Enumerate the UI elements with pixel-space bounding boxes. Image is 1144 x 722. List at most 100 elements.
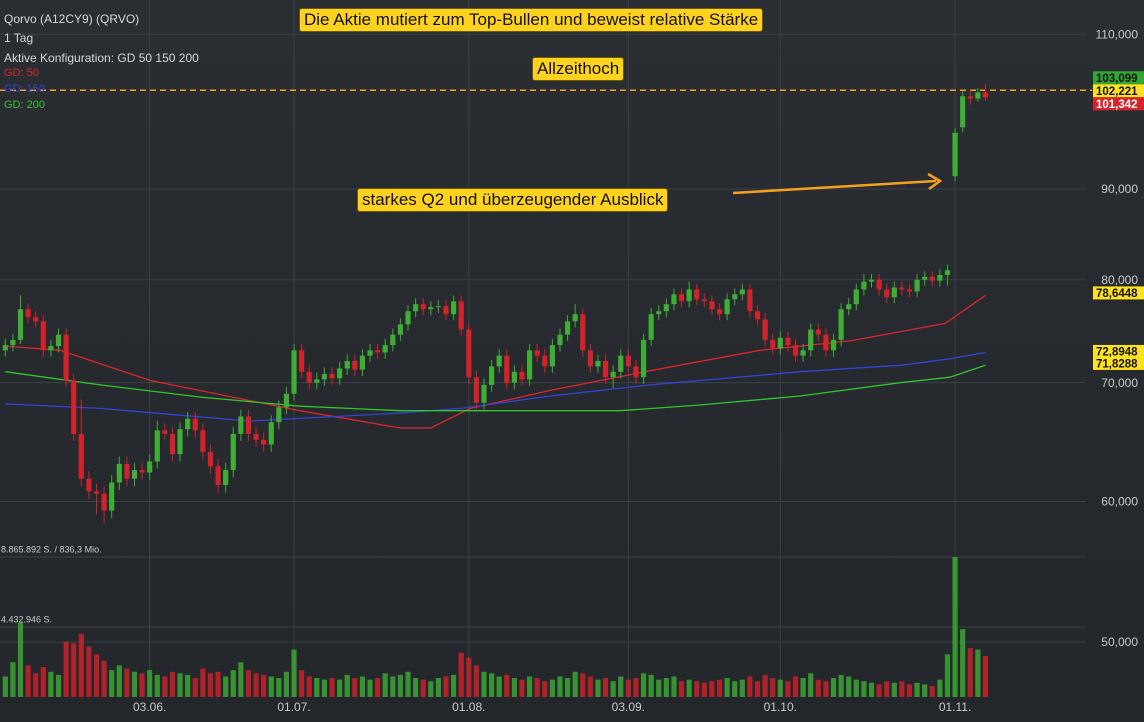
candle-body (504, 355, 510, 383)
volume-bar (534, 678, 540, 697)
y-tick-label: 90,000 (1101, 182, 1138, 196)
candle-body (283, 393, 290, 408)
candle-body (116, 463, 122, 483)
candle-body (815, 329, 821, 335)
legend-entry: GD: 150 (4, 83, 45, 95)
candle-body (716, 309, 723, 315)
candle-body (337, 368, 343, 379)
value-tag-label: 102,221 (1096, 86, 1138, 98)
volume-bar (967, 648, 973, 697)
volume-bar (78, 633, 84, 697)
candle-body (564, 321, 571, 335)
candle-body (78, 433, 84, 479)
volume-bar (663, 678, 669, 697)
volume-bar (800, 678, 806, 697)
candle-body (899, 287, 905, 290)
candle-body (572, 314, 578, 322)
volume-bar (101, 660, 107, 697)
candle-body (321, 373, 328, 380)
volume-bar (139, 673, 145, 697)
candle-body (678, 294, 685, 302)
volume-bar (55, 674, 62, 697)
volume-bar (853, 679, 859, 697)
candle-body (534, 350, 540, 356)
volume-bar (261, 674, 267, 697)
candle-body (147, 461, 153, 473)
volume-bar (922, 684, 928, 697)
candle-body (952, 132, 958, 177)
volume-bar (25, 665, 31, 697)
volume-bar (375, 678, 381, 697)
volume-bar (306, 676, 312, 697)
volume-bar (686, 679, 692, 697)
candle-body (93, 491, 100, 494)
volume-bar (716, 679, 723, 697)
value-tag (1093, 71, 1144, 85)
candle-body (967, 96, 973, 99)
volume-bar (937, 679, 943, 697)
legend-interval: 1 Tag (4, 31, 34, 45)
volume-bar (762, 674, 768, 697)
y-tick-label: 80,000 (1101, 273, 1138, 287)
volume-bar (929, 685, 935, 697)
candle-body (861, 281, 867, 290)
candle-body (846, 304, 852, 310)
volume-bar (245, 670, 252, 697)
y-tick-label: 110,000 (1096, 27, 1139, 41)
volume-bar (739, 679, 745, 697)
candle-body (420, 304, 426, 310)
candle-body (329, 373, 335, 379)
candle-body (975, 92, 981, 99)
volume-bar (891, 682, 897, 697)
candle-body (732, 294, 738, 300)
value-tag (1093, 344, 1144, 358)
x-tick-label: 03.09. (612, 700, 645, 714)
candle-body (701, 299, 707, 302)
volume-bar (838, 674, 844, 697)
volume-bar (268, 676, 274, 697)
volume-bar (124, 668, 130, 697)
volume-bar (640, 673, 647, 697)
volume-bar (466, 657, 472, 697)
moving-average (5, 294, 986, 429)
volume-bar (283, 671, 290, 697)
volume-bar (352, 678, 358, 697)
volume-bar (906, 684, 913, 697)
candle-body (914, 279, 920, 292)
candle-body (25, 309, 31, 318)
candle-body (853, 289, 859, 305)
candle-body (739, 289, 745, 295)
volume-bar (625, 679, 631, 697)
volume-bar (162, 676, 168, 697)
value-tag (1093, 84, 1144, 98)
volume-bar (602, 678, 609, 697)
volume-bar (633, 678, 639, 697)
candle-body (17, 309, 24, 340)
arrow-head (927, 172, 943, 191)
volume-bar (564, 678, 571, 697)
candle-body (192, 418, 198, 431)
candle-body (868, 279, 875, 282)
candle-body (443, 306, 449, 315)
x-tick-label: 01.07. (277, 700, 310, 714)
volume-bar (694, 681, 700, 697)
legend-entry: GD: 50 (4, 67, 39, 79)
volume-bar (777, 679, 783, 697)
candle-body (481, 384, 487, 403)
candle-body (929, 276, 935, 281)
candle-body (185, 418, 191, 430)
volume-bar (868, 682, 875, 697)
candle-body (55, 334, 62, 347)
candle-body (686, 289, 692, 302)
volume-bar (527, 676, 533, 697)
candle-body (405, 311, 411, 325)
volume-bar (580, 673, 586, 697)
volume-bar (709, 681, 715, 697)
volume-bar (732, 681, 738, 697)
candle-body (762, 319, 768, 340)
moving-average (5, 364, 986, 412)
volume-bar (975, 649, 981, 697)
volume-bar (382, 673, 388, 697)
volume-bar (496, 676, 502, 697)
